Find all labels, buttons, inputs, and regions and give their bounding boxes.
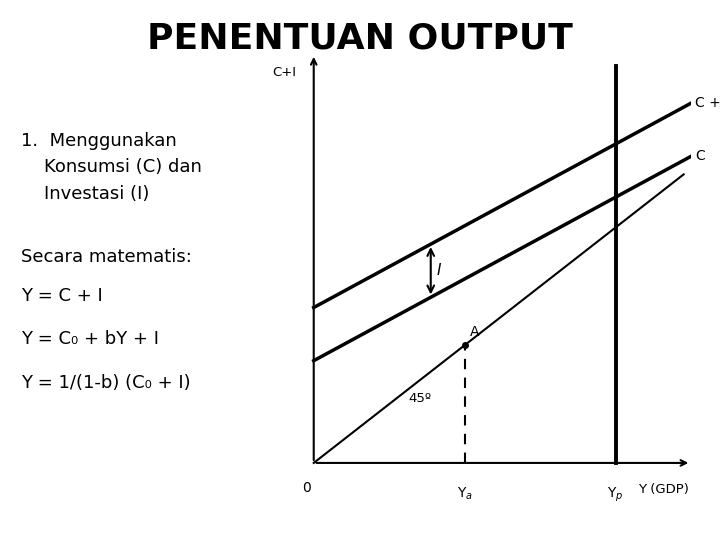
- Text: Y = C + I: Y = C + I: [21, 287, 102, 305]
- Text: Y$_p$: Y$_p$: [608, 485, 624, 504]
- Text: C: C: [695, 149, 705, 163]
- Text: 1.  Menggunakan
    Konsumsi (C) dan
    Investasi (I): 1. Menggunakan Konsumsi (C) dan Investas…: [21, 132, 202, 202]
- Text: Secara matematis:: Secara matematis:: [21, 248, 192, 266]
- Text: 0: 0: [302, 481, 310, 495]
- Text: Y = C₀ + bY + I: Y = C₀ + bY + I: [21, 330, 158, 348]
- Text: Y (GDP): Y (GDP): [639, 483, 689, 496]
- Text: A: A: [470, 325, 480, 339]
- Text: C + I: C + I: [695, 96, 720, 110]
- Text: I: I: [436, 263, 441, 278]
- Text: Y$_a$: Y$_a$: [456, 485, 473, 502]
- Text: PENENTUAN OUTPUT: PENENTUAN OUTPUT: [147, 22, 573, 56]
- Text: 45º: 45º: [408, 392, 431, 404]
- Text: Y = 1/(1-b) (C₀ + I): Y = 1/(1-b) (C₀ + I): [21, 374, 190, 391]
- Text: C+I: C+I: [273, 66, 297, 79]
